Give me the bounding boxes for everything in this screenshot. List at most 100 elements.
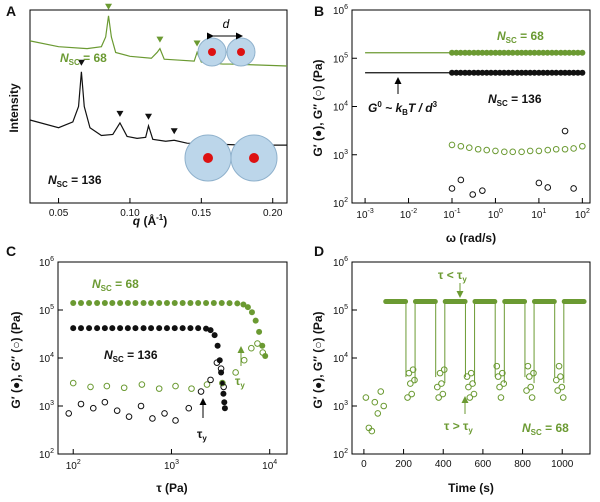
panel-c-point <box>69 379 77 387</box>
panel-d-y-tick-label: 102 <box>333 448 348 461</box>
panel-c-point <box>161 410 168 417</box>
panel-b-gprime-point <box>535 69 542 76</box>
panel-b-gdoubleprime-point <box>570 145 577 152</box>
panel-b-gprime-point <box>570 69 577 76</box>
panel-c-point <box>259 349 267 356</box>
panel-b-gdoubleprime-point <box>570 185 577 192</box>
panel-b-gprime-point <box>509 69 516 76</box>
panel-letter-c: C <box>6 243 16 259</box>
panel-b-x-tick-label: 10-3 <box>356 208 373 221</box>
panel-b-gdoubleprime-point <box>474 145 482 153</box>
panel-d-gdoubleprime-point <box>435 394 442 401</box>
panel-b-gdoubleprime-point <box>535 179 543 187</box>
panel-c-point <box>132 299 139 306</box>
panel-d-annotation-above-yield: τ > τy <box>444 419 473 435</box>
panel-d-initial-point <box>362 394 370 401</box>
tau-y-label-green: τy <box>235 374 245 390</box>
panel-a-x-axis-label: q (Å-1) <box>133 213 167 228</box>
panel-b-x-tick-label: 100 <box>488 208 503 221</box>
panel-b-gprime-point <box>540 49 547 56</box>
panel-c-point <box>185 404 193 412</box>
panel-d-gdoubleprime-point <box>439 390 447 398</box>
panel-b-x-tick-label: 101 <box>531 208 546 221</box>
panel-c-label-nsc-68: NSC = 68 <box>92 277 139 293</box>
panel-b-x-tick-label: 102 <box>575 208 590 221</box>
panel-c-point <box>77 299 84 306</box>
panel-b-gdoubleprime-point <box>501 148 508 156</box>
panel-c-point <box>171 325 178 332</box>
panel-c-point <box>172 382 179 390</box>
panel-b-gprime-point <box>518 69 525 76</box>
panel-b-gprime-point <box>483 49 490 56</box>
panel-c-point <box>137 402 145 410</box>
panel-d-gdoubleprime-point <box>499 369 506 377</box>
panel-c-point <box>207 376 214 384</box>
panel-b-gprime-point <box>527 69 534 76</box>
panel-c-point <box>234 300 241 307</box>
panel-d-gdoubleprime-point <box>527 383 534 391</box>
panel-c-point <box>262 353 269 360</box>
panel-b-gprime-point <box>514 49 521 56</box>
panel-b-gprime-point <box>570 49 577 56</box>
g0-scaling-label: G0 ~ kBT / d3 <box>368 100 438 117</box>
panel-b-gprime-point <box>457 69 464 76</box>
panel-d-gdoubleprime-point <box>411 376 418 384</box>
panel-b-gdoubleprime-point <box>509 148 517 156</box>
panel-c-point <box>156 325 163 332</box>
panel-b-gdoubleprime-point <box>448 185 456 192</box>
panel-c-point <box>232 369 239 376</box>
panel-d-gdoubleprime-point <box>554 387 561 394</box>
panel-b-x-tick-label: 10-1 <box>443 208 460 221</box>
panel-c-point <box>218 299 225 306</box>
panel-d-gdoubleprime-point <box>559 394 567 401</box>
panel-c-point <box>220 383 227 391</box>
panel-c-point <box>101 299 108 306</box>
panel-b-gprime-point <box>487 49 494 56</box>
panel-b-gprime-point <box>475 49 482 56</box>
panel-d-y-axis-label: G′ (●), G″ (○) (Pa) <box>311 311 325 408</box>
panel-d-y-tick-label: 105 <box>333 304 348 317</box>
micelle-pair-large-icon <box>184 134 278 182</box>
panel-c-point <box>171 299 178 306</box>
panel-d-y-tick-label: 103 <box>333 400 348 413</box>
panel-d-gdoubleprime-point <box>408 390 415 398</box>
panel-d-annotation-below-yield: τ < τy <box>438 268 467 284</box>
panel-b-gdoubleprime-point <box>544 184 552 191</box>
panel-c-point <box>70 299 77 306</box>
panel-c-point <box>187 325 194 332</box>
panel-b-gdoubleprime-point <box>526 147 534 155</box>
panel-b-gprime-point <box>492 69 499 76</box>
panel-c-point <box>156 299 163 306</box>
panel-c-x-tick-label: 103 <box>164 459 179 472</box>
panel-c-point <box>248 309 255 316</box>
panel-c-point <box>87 383 94 391</box>
panel-b-gprime-point <box>548 69 555 76</box>
panel-d-gdoubleprime-point <box>463 373 471 380</box>
panel-a-peak-marker <box>105 3 113 10</box>
panel-c-x-tick-label: 104 <box>262 459 277 472</box>
panel-d-gdoubleprime-point <box>407 380 414 387</box>
panel-a-x-tick-label: 0.10 <box>120 208 140 219</box>
panel-b-gprime-point <box>562 49 569 56</box>
panel-c-point <box>148 325 155 332</box>
panel-c-point <box>195 325 202 332</box>
panel-b-gprime-point <box>475 69 482 76</box>
panel-d-x-tick-label: 400 <box>435 459 452 470</box>
panel-c-point <box>207 327 214 334</box>
panel-b-gprime-point <box>470 49 477 56</box>
panel-d-x-tick-label: 0 <box>361 459 367 470</box>
panel-c-point <box>211 332 218 339</box>
panel-c-y-tick-label: 104 <box>39 352 54 365</box>
panel-d-gdoubleprime-point <box>470 390 478 398</box>
panel-b-gprime-point <box>562 69 569 76</box>
panel-b-gprime-point <box>527 49 534 56</box>
panel-d-x-tick-label: 1000 <box>551 459 574 470</box>
panel-d-gdoubleprime-point <box>467 369 475 377</box>
panel-c-point <box>140 299 147 306</box>
panel-letter-a: A <box>6 3 16 19</box>
panel-c-point <box>86 299 93 306</box>
panel-b-gprime-point <box>514 69 521 76</box>
panel-c-y-tick-label: 103 <box>39 400 54 413</box>
panel-b-gprime-point <box>466 69 473 76</box>
panel-a-peak-marker <box>156 36 164 43</box>
